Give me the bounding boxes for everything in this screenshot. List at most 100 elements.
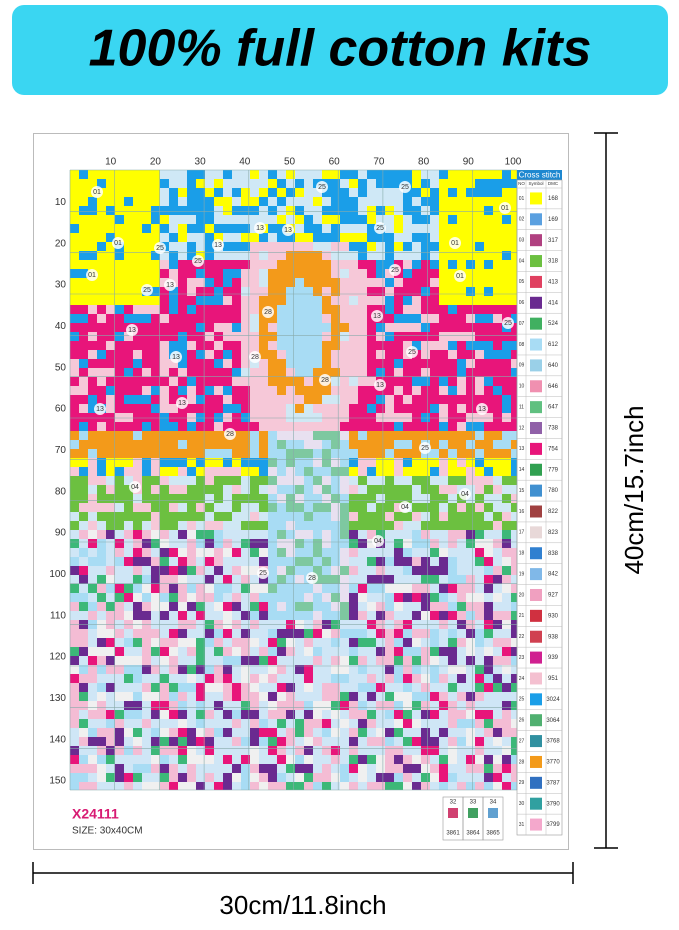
stitch-cell [133, 404, 142, 413]
label-dot [129, 481, 141, 493]
stitch-cell [466, 251, 475, 260]
stitch-cell [70, 755, 79, 764]
stitch-cell [484, 341, 493, 350]
stitch-cell [196, 539, 205, 548]
stitch-cell [358, 242, 367, 251]
stitch-cell [340, 206, 349, 215]
stitch-cell [88, 611, 97, 620]
stitch-cell [475, 575, 484, 584]
stitch-cell [277, 314, 286, 323]
stitch-cell [259, 431, 268, 440]
stitch-cell [79, 350, 88, 359]
stitch-cell [169, 494, 178, 503]
stitch-cell [223, 728, 232, 737]
stitch-cell [223, 530, 232, 539]
stitch-cell [88, 440, 97, 449]
stitch-cell [367, 512, 376, 521]
stitch-cell [259, 395, 268, 404]
stitch-cell [394, 440, 403, 449]
stitch-cell [97, 386, 106, 395]
stitch-cell [322, 359, 331, 368]
stitch-cell [88, 233, 97, 242]
stitch-cell [205, 386, 214, 395]
stitch-cell [196, 242, 205, 251]
stitch-cell [376, 449, 385, 458]
stitch-cell [241, 539, 250, 548]
stitch-cell [160, 377, 169, 386]
key-symbol [530, 797, 542, 810]
stitch-cell [124, 296, 133, 305]
stitch-cell [331, 413, 340, 422]
stitch-cell [340, 485, 349, 494]
stitch-cell [475, 629, 484, 638]
stitch-cell [133, 386, 142, 395]
stitch-cell [322, 431, 331, 440]
stitch-cell [421, 710, 430, 719]
stitch-cell [169, 395, 178, 404]
stitch-cell [295, 296, 304, 305]
stitch-cell [97, 638, 106, 647]
stitch-cell [421, 215, 430, 224]
stitch-cell [106, 341, 115, 350]
stitch-cell [403, 512, 412, 521]
stitch-cell [241, 341, 250, 350]
stitch-cell [259, 350, 268, 359]
stitch-cell [160, 224, 169, 233]
stitch-cell [412, 305, 421, 314]
stitch-cell [106, 557, 115, 566]
stitch-cell [502, 296, 511, 305]
stitch-cell [484, 638, 493, 647]
stitch-cell [340, 656, 349, 665]
stitch-cell [232, 485, 241, 494]
stitch-cell [259, 728, 268, 737]
stitch-cell [313, 647, 322, 656]
stitch-cell [466, 638, 475, 647]
stitch-cell [484, 332, 493, 341]
stitch-cell [223, 332, 232, 341]
stitch-cell [466, 692, 475, 701]
stitch-cell [124, 728, 133, 737]
stitch-cell [304, 278, 313, 287]
stitch-cell [457, 449, 466, 458]
stitch-cell [511, 503, 517, 512]
stitch-cell [358, 593, 367, 602]
stitch-cell [142, 611, 151, 620]
stitch-cell [403, 188, 412, 197]
extra-symbol [468, 808, 478, 818]
stitch-cell [133, 206, 142, 215]
stitch-cell [214, 224, 223, 233]
stitch-cell [457, 242, 466, 251]
region-label: 13 [256, 225, 264, 232]
stitch-cell [214, 458, 223, 467]
key-symbol [530, 630, 542, 643]
stitch-cell [493, 269, 502, 278]
stitch-cell [484, 431, 493, 440]
stitch-cell [151, 746, 160, 755]
stitch-cell [259, 476, 268, 485]
stitch-cell [187, 638, 196, 647]
stitch-cell [385, 341, 394, 350]
stitch-cell [133, 224, 142, 233]
stitch-cell [331, 512, 340, 521]
stitch-cell [313, 449, 322, 458]
stitch-cell [331, 665, 340, 674]
stitch-cell [259, 323, 268, 332]
stitch-cell [124, 665, 133, 674]
stitch-cell [277, 332, 286, 341]
stitch-cell [214, 440, 223, 449]
stitch-cell [124, 287, 133, 296]
stitch-cell [502, 404, 511, 413]
stitch-cell [421, 278, 430, 287]
stitch-cell [367, 521, 376, 530]
stitch-cell [385, 260, 394, 269]
stitch-cell [97, 746, 106, 755]
stitch-cell [97, 458, 106, 467]
stitch-cell [241, 368, 250, 377]
stitch-cell [412, 368, 421, 377]
stitch-cell [475, 557, 484, 566]
stitch-cell [457, 539, 466, 548]
stitch-cell [304, 755, 313, 764]
stitch-cell [331, 422, 340, 431]
stitch-cell [88, 629, 97, 638]
stitch-cell [448, 737, 457, 746]
